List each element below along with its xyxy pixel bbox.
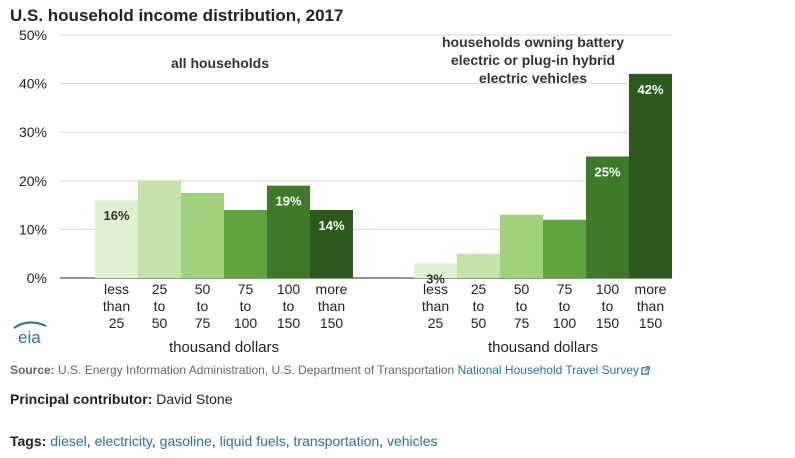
category-label: 50 [152, 315, 168, 331]
category-label: 150 [639, 315, 663, 331]
bar-all-4 [267, 185, 310, 278]
category-label: than [422, 298, 449, 314]
data-label: 42% [637, 82, 663, 97]
bar-ev-3 [543, 219, 586, 278]
x-axis-label: thousand dollars [488, 339, 598, 356]
bar-all-0 [95, 200, 138, 278]
bar-all-2 [181, 192, 224, 278]
bar-ev-2 [500, 214, 543, 278]
category-label: than [103, 298, 130, 314]
y-tick-label: 10% [19, 221, 47, 237]
data-label: 19% [275, 194, 301, 209]
bar-all-3 [224, 209, 267, 278]
category-label: less [423, 281, 448, 297]
tag-link[interactable]: diesel [50, 433, 87, 449]
category-label: 50 [514, 281, 530, 297]
tags-list: diesel, electricity, gasoline, liquid fu… [50, 433, 438, 449]
bar-ev-5 [629, 73, 672, 278]
chart-svg: U.S. household income distribution, 2017… [10, 6, 672, 356]
contributor-name: David Stone [156, 391, 233, 407]
category-label: 100 [234, 315, 258, 331]
category-label: to [240, 298, 252, 314]
tag-link[interactable]: gasoline [159, 433, 212, 449]
chart-title: U.S. household income distribution, 2017 [10, 6, 343, 25]
data-label: 14% [318, 218, 344, 233]
eia-logo: eia [18, 328, 41, 347]
principal-contributor: Principal contributor: David Stone [10, 391, 233, 407]
panel-label-ev: electric or plug-in hybrid [451, 52, 615, 68]
survey-link[interactable]: National Household Travel Survey [457, 363, 639, 377]
y-tick-label: 50% [19, 27, 47, 43]
category-label: 100 [277, 281, 301, 297]
category-label: 100 [553, 315, 577, 331]
category-label: to [559, 298, 571, 314]
bar-ev-1 [457, 253, 500, 278]
source-text: U.S. Energy Information Administration, … [58, 363, 455, 377]
tag-link[interactable]: liquid fuels [219, 433, 286, 449]
category-label: to [283, 298, 295, 314]
panel-label-ev: households owning battery [442, 34, 624, 50]
category-label: less [104, 281, 129, 297]
category-label: 100 [596, 281, 620, 297]
category-label: 25 [109, 315, 125, 331]
tag-link[interactable]: transportation [293, 433, 380, 449]
bar-ev-4 [586, 156, 629, 278]
tag-link[interactable]: electricity [94, 433, 152, 449]
data-label: 16% [103, 208, 129, 223]
tags-line: Tags: diesel, electricity, gasoline, liq… [10, 433, 438, 449]
category-label: than [318, 298, 345, 314]
y-tick-label: 40% [19, 76, 47, 92]
source-line: Source: U.S. Energy Information Administ… [10, 363, 650, 377]
category-label: to [516, 298, 528, 314]
category-label: 75 [238, 281, 254, 297]
category-label: 150 [320, 315, 344, 331]
category-label: more [635, 281, 667, 297]
category-label: 25 [152, 281, 168, 297]
bar-all-5 [310, 209, 353, 278]
category-label: 50 [471, 315, 487, 331]
category-label: 25 [428, 315, 444, 331]
category-label: to [197, 298, 209, 314]
category-label: than [637, 298, 664, 314]
contributor-label: Principal contributor: [10, 391, 153, 407]
category-label: to [154, 298, 166, 314]
category-label: to [602, 298, 614, 314]
bar-ev-0 [414, 263, 457, 278]
panel-label-all: all households [171, 55, 269, 71]
y-tick-label: 20% [19, 173, 47, 189]
data-label: 3% [426, 271, 445, 286]
x-axis-label: thousand dollars [169, 339, 279, 356]
tag-link[interactable]: vehicles [386, 433, 438, 449]
tags-label: Tags: [10, 433, 47, 449]
category-label: 150 [277, 315, 301, 331]
y-tick-label: 30% [19, 124, 47, 140]
category-label: to [473, 298, 485, 314]
eia-logo-swoosh [13, 321, 47, 329]
category-label: 75 [514, 315, 530, 331]
category-label: 25 [471, 281, 487, 297]
category-label: 75 [195, 315, 211, 331]
category-label: 50 [195, 281, 211, 297]
category-label: 75 [557, 281, 573, 297]
panel-label-ev: electric vehicles [479, 70, 587, 86]
bar-all-1 [138, 180, 181, 278]
external-link-icon [641, 366, 650, 375]
chart: U.S. household income distribution, 2017… [10, 6, 672, 356]
y-tick-label: 0% [27, 270, 47, 286]
source-label: Source: [10, 363, 55, 377]
data-label: 25% [594, 165, 620, 180]
category-label: 150 [596, 315, 620, 331]
category-label: more [316, 281, 348, 297]
